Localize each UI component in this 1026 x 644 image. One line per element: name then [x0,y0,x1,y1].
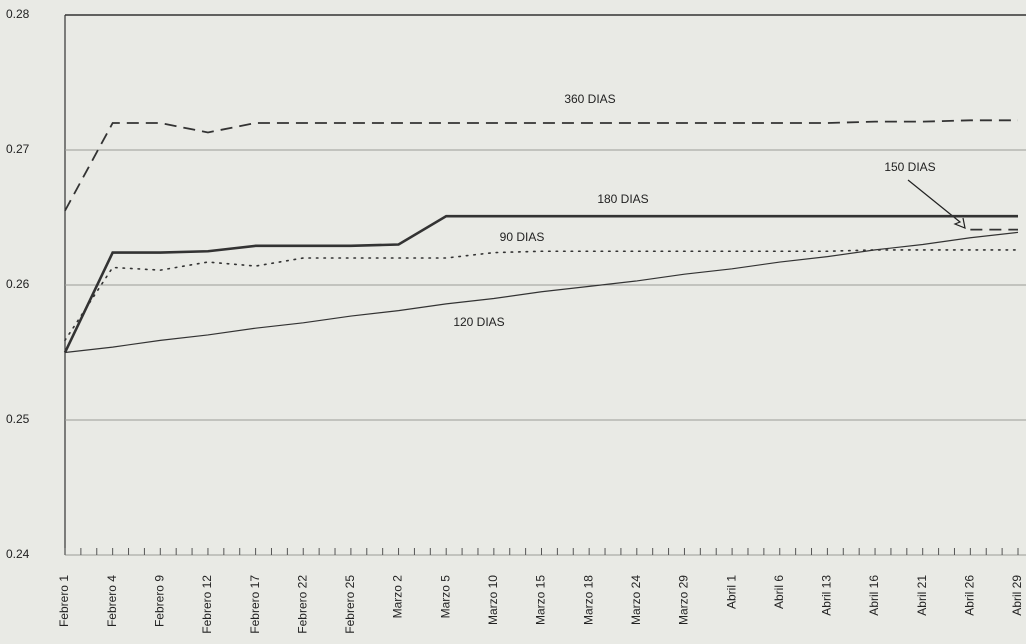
x-tick-label: Marzo 10 [486,575,500,625]
x-tick-label: Abril 26 [963,575,977,616]
series-label: 90 DIAS [500,230,545,244]
x-tick-label: Febrero 12 [200,575,214,634]
series-line [64,119,1018,212]
x-tick-label: Marzo 29 [677,575,691,625]
x-tick-label: Febrero 1 [57,575,71,627]
annotation-arrow [907,179,966,229]
x-tick-label: Abril 16 [867,575,881,616]
y-tick-label: 0.24 [6,547,30,561]
x-tick-label: Febrero 4 [105,575,119,627]
x-tick-label: Marzo 15 [534,575,548,625]
x-tick-label: Febrero 9 [152,575,166,627]
x-tick-label: Marzo 5 [438,575,452,619]
series-label: 150 DIAS [884,160,935,174]
y-tick-label: 0.28 [6,7,30,21]
series-label: 120 DIAS [453,315,504,329]
series-line [64,249,1019,342]
x-tick-label: Abril 13 [820,575,834,616]
x-tick-label: Abril 21 [915,575,929,616]
x-tick-label: Febrero 17 [248,575,262,634]
series-label: 180 DIAS [597,192,648,206]
y-tick-label: 0.26 [6,277,30,291]
x-tick-label: Marzo 2 [391,575,405,619]
y-tick-label: 0.25 [6,412,30,426]
y-tick-label: 0.27 [6,142,30,156]
x-tick-label: Abril 1 [724,575,738,609]
x-tick-label: Abril 6 [772,575,786,609]
x-tick-label: Marzo 24 [629,575,643,625]
x-tick-label: Febrero 22 [295,575,309,634]
x-tick-label: Febrero 25 [343,575,357,634]
x-tick-label: Abril 29 [1010,575,1024,616]
series-line [64,231,1019,354]
x-tick-label: Marzo 18 [581,575,595,625]
series-line [63,214,1018,354]
series-label: 360 DIAS [564,92,615,106]
